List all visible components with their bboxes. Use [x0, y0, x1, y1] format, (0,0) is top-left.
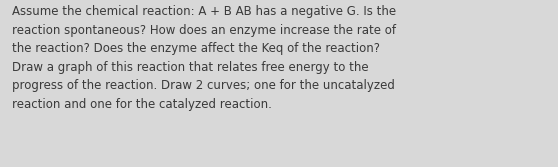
Text: Assume the chemical reaction: A + B AB has a negative G. Is the
reaction spontan: Assume the chemical reaction: A + B AB h…: [12, 5, 396, 111]
